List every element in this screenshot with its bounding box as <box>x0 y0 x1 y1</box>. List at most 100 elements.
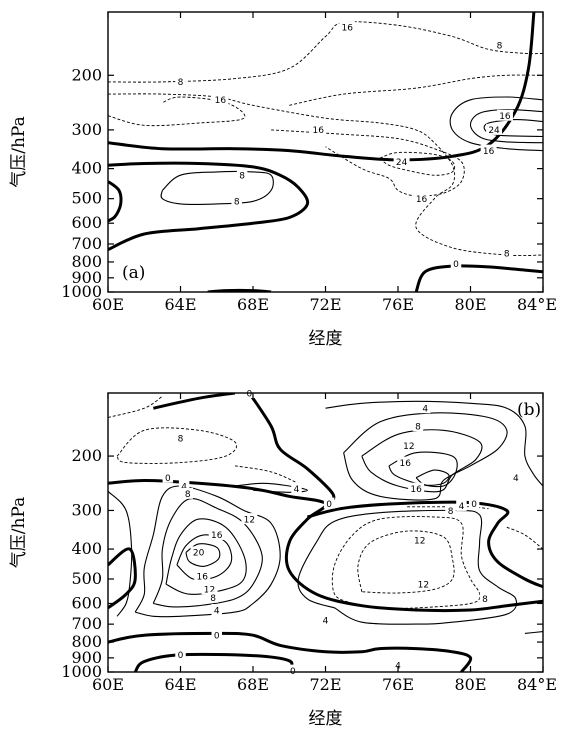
contour-label-bg-3 <box>212 93 229 105</box>
contour-label-26: 4 <box>323 617 329 627</box>
contour-label-bg-18 <box>411 534 428 546</box>
x-tick-label: 60E <box>92 295 124 314</box>
contour-line-6 <box>108 547 137 610</box>
y-axis-title: 气压/hPa <box>9 497 29 569</box>
y-tick-label: 300 <box>71 500 102 519</box>
y-tick-label: 500 <box>71 569 102 588</box>
x-tick-label: 84°E <box>517 675 557 694</box>
x-tick-label: 68E <box>237 295 269 314</box>
contour-line-23 <box>234 465 299 484</box>
contour-line-11 <box>185 543 221 567</box>
contour-label-bg-24 <box>479 592 491 604</box>
x-tick-label: 76E <box>382 295 414 314</box>
contour-label-16: 12 <box>244 515 255 525</box>
contour-label-bg-12 <box>323 497 335 509</box>
y-tick-label: 600 <box>71 593 102 612</box>
contour-label-bg-28 <box>175 648 186 660</box>
contour-label-bg-6 <box>510 471 522 483</box>
contour-label-11: 16 <box>410 485 422 495</box>
y-tick-label: 200 <box>71 65 102 84</box>
contour-label-5: 16 <box>313 126 325 136</box>
y-tick-label: 500 <box>71 189 102 208</box>
x-tick-label: 64E <box>164 675 196 694</box>
contour-label-bg-17 <box>208 528 225 540</box>
contour-line-12 <box>289 74 543 106</box>
contour-label-15: 8 <box>448 507 454 517</box>
contour-line-6 <box>449 96 543 152</box>
contour-label-13: 0 <box>471 500 477 510</box>
x-tick-label: 68E <box>237 675 269 694</box>
panel-label: (b) <box>517 400 541 420</box>
contour-line-24 <box>331 516 481 609</box>
contour-label-bg-22 <box>201 583 218 595</box>
contour-line-22 <box>108 395 163 418</box>
contour-label-3: 12 <box>403 442 414 452</box>
contour-label-9: 8 <box>185 490 191 500</box>
contour-label-5: 16 <box>400 459 412 469</box>
x-tick-label: 72E <box>309 295 341 314</box>
contour-label-7: 0 <box>165 474 171 484</box>
contour-label-bg-3 <box>400 439 417 451</box>
contour-label-24: 8 <box>482 595 488 605</box>
contour-label-bg-2 <box>175 75 186 87</box>
contour-line-2 <box>108 180 123 223</box>
contour-label-bg-20 <box>194 570 211 582</box>
contour-label-9: 8 <box>239 171 245 181</box>
panel-a: 16 8 8 16 16 16 24 16 24 8 16 8 8 0 60E 64E 68E 72E 76E 80E… <box>9 11 557 349</box>
y-tick-label: 900 <box>71 648 102 667</box>
x-tick-label: 60E <box>92 675 124 694</box>
contour-labels: 16 8 8 16 16 16 24 16 24 8 16 8 8 0 <box>175 21 513 270</box>
contour-line-1 <box>152 393 236 410</box>
contour-label-bg-30 <box>392 659 404 671</box>
contour-label-bg-10 <box>291 482 302 494</box>
x-tick-label: 72E <box>309 675 341 694</box>
contour-label-bg-10 <box>413 192 430 204</box>
contour-label-bg-11 <box>408 482 425 494</box>
y-tick-label: 300 <box>71 120 102 139</box>
x-axis: 60E 64E 68E 72E 76E 80E 84°E <box>92 393 557 694</box>
contour-line-1 <box>108 161 310 251</box>
contour-label-11: 8 <box>234 198 240 208</box>
contour-label-10: 4 <box>294 485 300 495</box>
contour-line-16 <box>325 400 543 487</box>
contour-line-7 <box>134 485 281 618</box>
contour-label-0: 16 <box>342 24 354 34</box>
contour-label-1: 4 <box>422 405 428 415</box>
contour-label-bg-29 <box>287 664 299 676</box>
y-axis-title: 气压/hPa <box>9 116 29 188</box>
contour-label-bg-12 <box>501 247 512 259</box>
contour-label-28: 0 <box>178 651 184 661</box>
plot-frame <box>107 392 544 673</box>
contour-label-bg-6 <box>486 123 503 135</box>
contour-label-bg-5 <box>310 123 327 135</box>
y-tick-label: 800 <box>71 632 102 651</box>
y-tick-label: 900 <box>71 268 102 287</box>
contour-line-14 <box>388 451 458 488</box>
contour-label-22: 12 <box>204 586 215 596</box>
contour-line-12 <box>343 412 508 501</box>
contour-label-bg-1 <box>494 39 505 51</box>
contour-line-8 <box>483 119 543 138</box>
contour-line-2 <box>248 393 336 505</box>
contour-line-3 <box>307 500 543 589</box>
y-tick-label: 600 <box>71 213 102 232</box>
contour-line-3 <box>414 264 543 292</box>
contour-line-7 <box>469 109 543 144</box>
contour-line-0 <box>108 12 536 162</box>
contour-label-10: 16 <box>416 195 428 205</box>
contour-label-13: 0 <box>453 260 459 270</box>
contour-label-8: 24 <box>396 158 408 168</box>
contour-label-2: 8 <box>415 422 421 432</box>
contour-line-26 <box>506 526 543 550</box>
contour-line-14 <box>379 151 456 176</box>
contour-line-4 <box>108 631 473 672</box>
contour-label-bg-14 <box>456 499 467 511</box>
x-tick-label: 80E <box>454 675 486 694</box>
contour-label-25: 4 <box>214 606 220 616</box>
y-tick-label: 700 <box>71 234 102 253</box>
contour-label-4: 8 <box>178 434 184 444</box>
contour-label-bg-21 <box>415 578 432 590</box>
